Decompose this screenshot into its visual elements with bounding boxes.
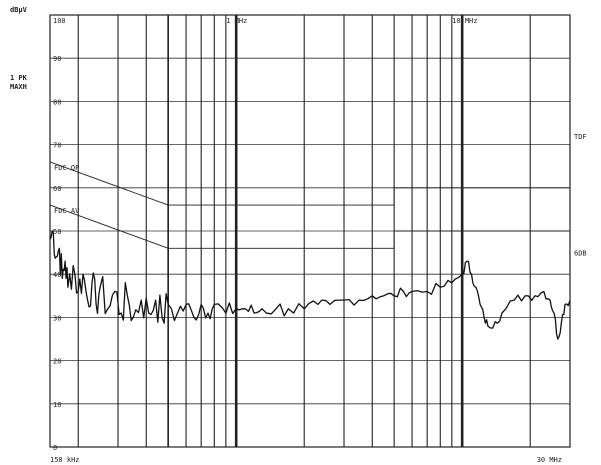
x-marker-label: 1 MHz [226, 17, 247, 25]
limit-line-label: FDC QP [54, 164, 79, 172]
right-side-label: 6DB [574, 250, 587, 258]
y-tick-label: 20 [53, 358, 61, 366]
y-tick-label: 100 [53, 17, 66, 25]
right-side-label: TDF [574, 133, 587, 141]
limit-line-qp [49, 161, 570, 206]
y-tick-label: 80 [53, 98, 61, 106]
y-tick-label: 70 [53, 142, 61, 150]
y-tick-label: 40 [53, 271, 61, 279]
y-tick-label: 30 [53, 314, 61, 322]
y-tick-label: 90 [53, 55, 61, 63]
x-tick-label: 30 MHz [537, 456, 562, 464]
plot-frame [49, 14, 571, 448]
detector-label: MAXH [10, 83, 27, 91]
x-tick-label: 150 kHz [50, 456, 80, 464]
detector-label: 1 PK [10, 74, 28, 82]
limit-line-label: FDC AV [54, 207, 80, 215]
y-tick-label: 0 [53, 444, 57, 452]
y-unit-label: dBµV [10, 6, 28, 14]
trace-line [49, 230, 571, 340]
y-tick-label: 60 [53, 185, 61, 193]
limit-line-av [49, 204, 570, 249]
limit-lines: FDC QP FDC AV [49, 161, 570, 249]
y-tick-label: 10 [53, 401, 61, 409]
measurement-trace [49, 230, 571, 340]
y-tick-label: 50 [53, 228, 61, 236]
x-marker-label: 10 MHz [452, 17, 477, 25]
